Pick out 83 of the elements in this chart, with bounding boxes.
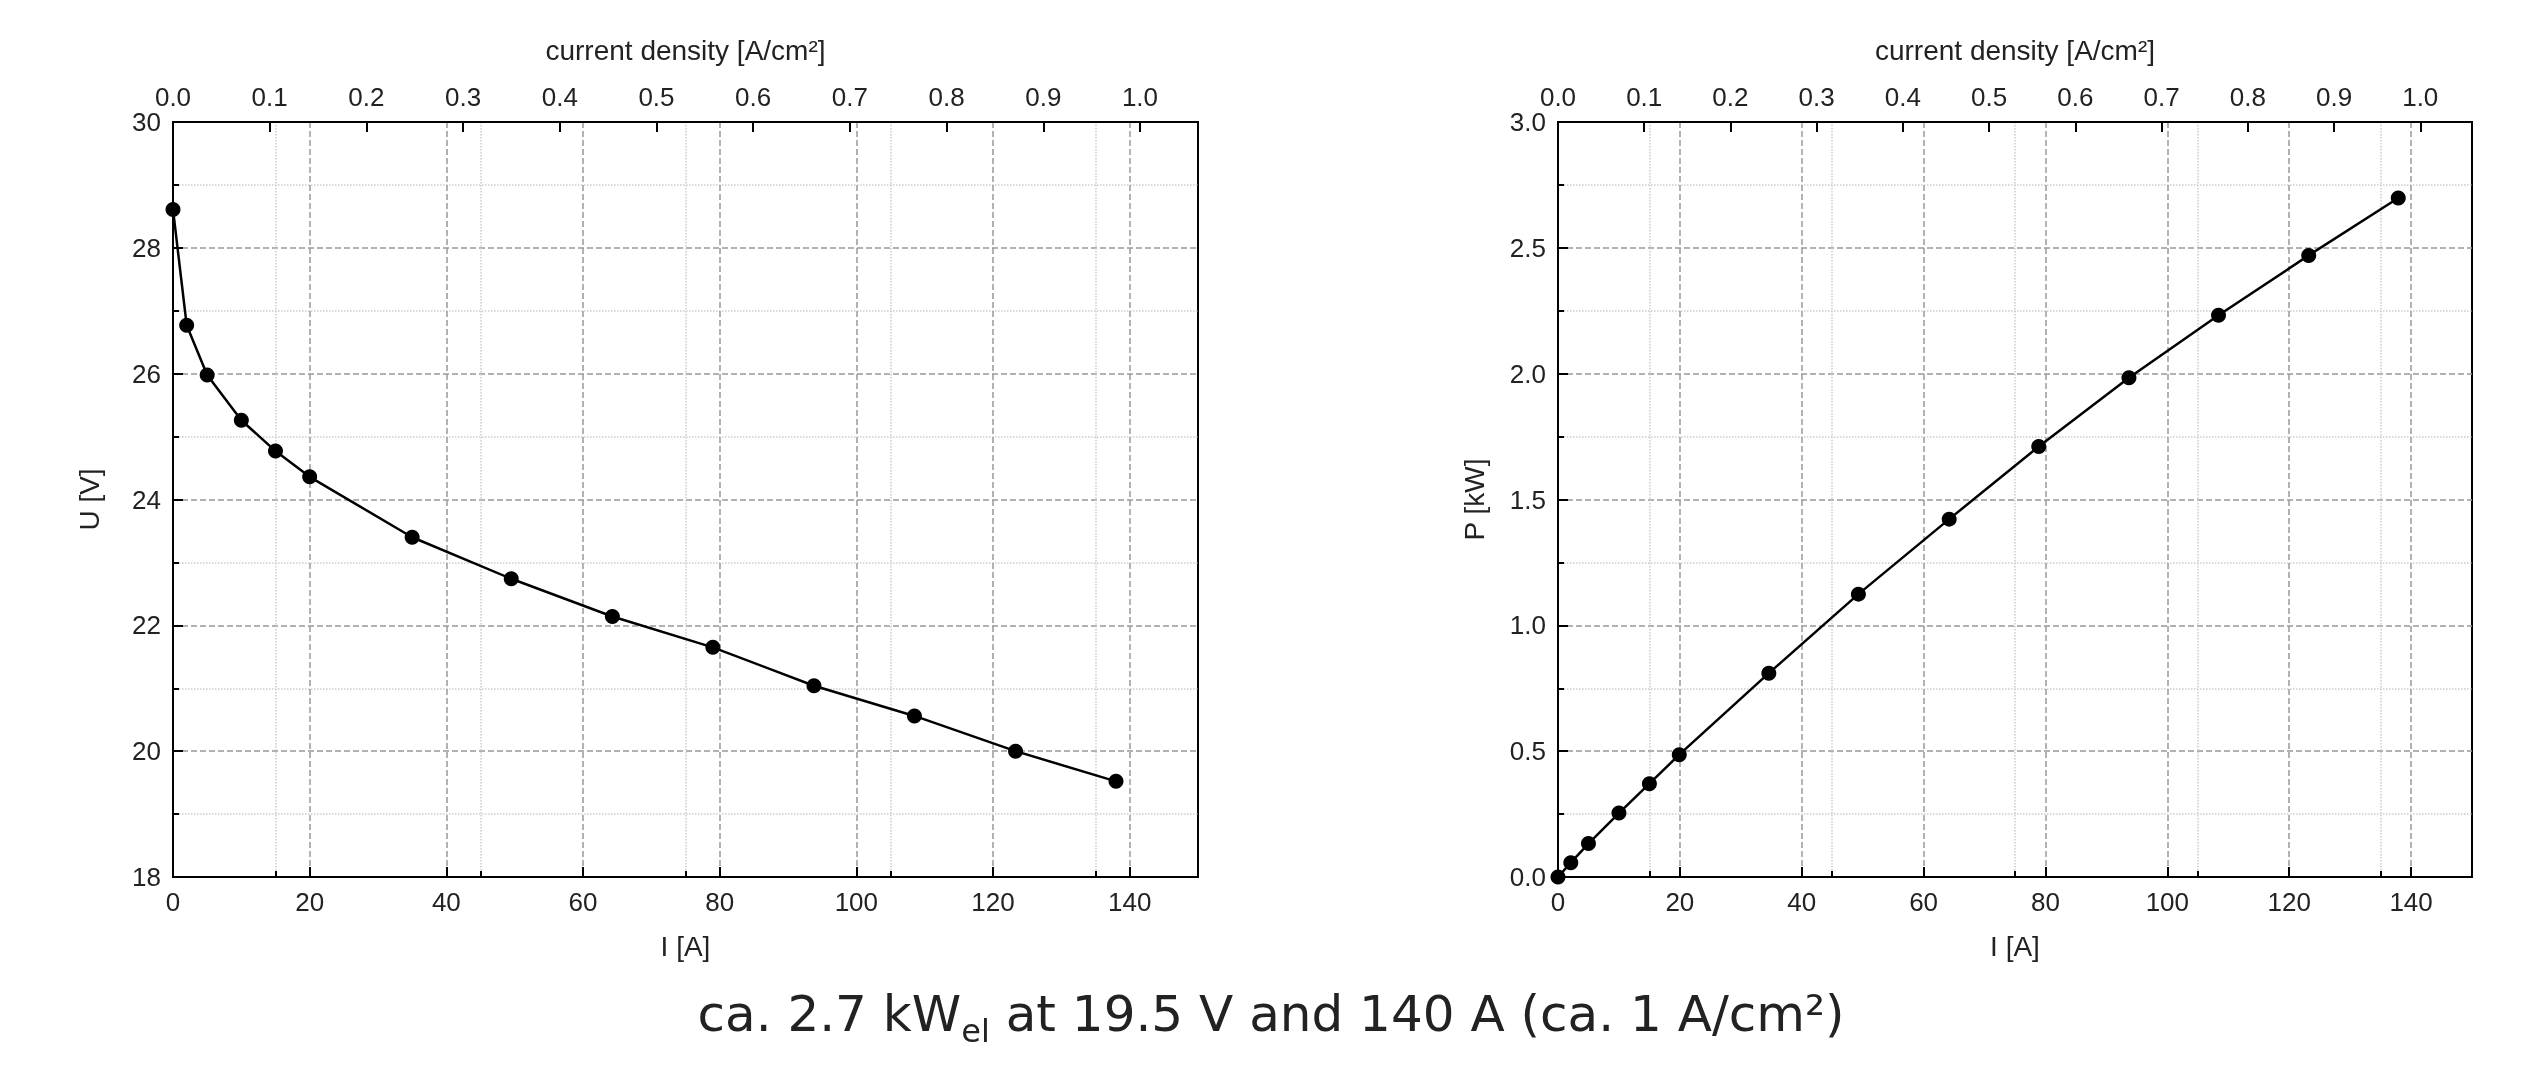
point [2390,190,2406,206]
x-tick-label: 100 [2145,887,2190,917]
x2-tick-label: 0.5 [1971,82,2008,112]
point [906,708,922,724]
x-tick-label: 40 [431,887,461,917]
x2-tick-label: 0.2 [1712,82,1749,112]
point [1641,776,1657,792]
y-tick-label: 26 [132,358,161,389]
x2-axis-title: current density [A/cm²] [545,34,826,66]
x2-tick-label: 0.5 [638,82,675,112]
point [404,529,420,545]
point [705,639,721,655]
y-tick-label: 1.0 [1509,610,1546,641]
x2-tick-label: 0.4 [541,82,578,112]
point [1761,665,1777,681]
point [2031,438,2047,454]
y-tick-label: 0.0 [1509,862,1546,892]
point [1008,743,1024,759]
point [1580,836,1596,852]
y-tick-label: 28 [132,232,161,263]
y-tick-label: 2.5 [1509,232,1546,263]
x2-tick-label: 0.1 [251,82,288,112]
x-tick-label: 140 [1107,887,1152,917]
point [1850,586,1866,602]
x2-tick-label: 0.2 [348,82,385,112]
x-tick-label: 140 [2389,887,2433,917]
point [1550,869,1566,885]
x2-axis-title: current density [A/cm²] [1874,34,2156,66]
point [199,367,215,383]
x2-tick-label: 1.0 [1121,82,1159,112]
point [2211,307,2227,323]
x2-tick-label: 0.3 [445,82,482,112]
x2-tick-label: 0.3 [1798,82,1835,112]
x-tick-label: 80 [705,887,735,917]
point [1563,855,1579,871]
y-tick-label: 0.5 [1509,736,1546,767]
x2-tick-label: 1.0 [2402,82,2439,112]
x-tick-label: 40 [1787,887,1817,917]
y-tick-label: 18 [132,862,161,892]
y-tick-label: 22 [132,610,161,641]
x2-tick-label: 0.8 [2229,82,2266,112]
x-axis-title: I [A] [1990,930,2040,962]
x2-tick-label: 0.6 [2057,82,2094,112]
point [165,201,181,217]
x-tick-label: 80 [2031,887,2060,917]
x-tick-label: 20 [295,887,325,917]
x2-tick-label: 0.4 [1884,82,1921,112]
x-tick-label: 20 [1665,887,1695,917]
point [806,678,822,694]
y-tick-label: 1.5 [1509,484,1546,515]
x2-tick-label: 0.9 [1025,82,1062,112]
point [604,609,620,625]
x-tick-label: 60 [568,887,598,917]
y-tick-label: 20 [132,736,161,767]
y-tick-label: 24 [132,484,161,515]
point [268,443,283,459]
x2-tick-label: 0.8 [928,82,965,112]
point [1941,511,1957,527]
x-tick-label: 0 [1550,887,1566,917]
x-tick-label: 120 [971,887,1015,917]
x2-tick-label: 0.9 [2315,82,2353,112]
point [1671,747,1687,763]
x-tick-label: 120 [2267,887,2311,917]
x2-tick-label: 0.6 [735,82,772,112]
text: ca. 2.7 kW$_{el}$ at 19.5 V and 140 A (ca. 1 A/cm²) [696,985,1846,1050]
x2-tick-label: 0.7 [2143,82,2180,112]
x-tick-label: 100 [834,887,879,917]
y-axis-title: U [V] [73,468,105,531]
y-tick-label: 2.0 [1509,358,1546,389]
point [2301,247,2317,263]
x2-tick-label: 0.7 [831,82,868,112]
point [233,412,249,428]
y-axis-title: P [kW] [1458,458,1490,541]
x2-tick-label: 0.1 [1626,82,1663,112]
x-tick-label: 0 [165,887,181,917]
point [179,317,195,333]
point [302,469,318,485]
point [2121,370,2137,386]
x-tick-label: 60 [1909,887,1939,917]
point [1108,773,1124,789]
point [503,571,519,587]
point [1611,805,1627,821]
x-axis-title: I [A] [660,930,711,962]
